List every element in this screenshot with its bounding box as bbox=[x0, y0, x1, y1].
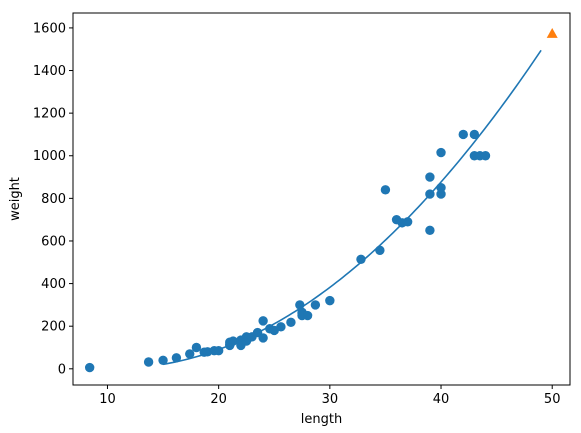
data-point bbox=[258, 316, 268, 326]
x-tick-label: 10 bbox=[99, 392, 116, 407]
plot-area bbox=[73, 13, 570, 385]
x-tick-label: 50 bbox=[544, 392, 561, 407]
axes-frame bbox=[72, 12, 571, 386]
data-point bbox=[84, 362, 95, 373]
new-data-point bbox=[546, 27, 558, 38]
axes-layer: 10 20 30 40 50 0 200 400 600 800 1000 1200 1400 1600 bbox=[33, 12, 571, 407]
y-tick-label: 0 bbox=[58, 362, 66, 377]
x-tick-label: 30 bbox=[322, 392, 339, 407]
y-tick-label: 600 bbox=[41, 234, 66, 249]
data-point bbox=[436, 147, 446, 158]
marks-layer bbox=[84, 27, 558, 373]
data-point bbox=[425, 225, 435, 236]
data-point bbox=[258, 333, 268, 343]
data-point bbox=[302, 310, 313, 321]
data-point bbox=[380, 185, 391, 195]
data-point bbox=[286, 317, 296, 328]
data-point bbox=[158, 355, 168, 365]
y-tick-label: 800 bbox=[41, 192, 66, 207]
data-point bbox=[391, 214, 402, 225]
data-point bbox=[425, 172, 435, 182]
y-axis-label: weight bbox=[8, 177, 23, 221]
data-point bbox=[480, 151, 491, 161]
data-point bbox=[375, 245, 385, 256]
y-tick-label: 1000 bbox=[33, 149, 66, 164]
data-point bbox=[143, 357, 154, 367]
data-point bbox=[458, 129, 468, 140]
data-point bbox=[469, 129, 480, 140]
data-point bbox=[171, 353, 182, 363]
data-point bbox=[325, 295, 335, 306]
data-point bbox=[191, 342, 202, 353]
x-tick-label: 20 bbox=[210, 392, 227, 407]
y-tick-label: 1400 bbox=[33, 64, 66, 79]
data-point bbox=[185, 349, 195, 359]
x-tick-label: 40 bbox=[433, 392, 450, 407]
data-point bbox=[356, 254, 366, 264]
fit-curve bbox=[162, 49, 542, 366]
data-point bbox=[436, 189, 446, 199]
y-tick-label: 200 bbox=[41, 320, 66, 335]
y-tick-label: 1600 bbox=[33, 21, 66, 36]
y-tick-label: 400 bbox=[41, 277, 66, 292]
y-tick-label: 1200 bbox=[33, 107, 66, 122]
x-axis-label: length bbox=[301, 412, 342, 427]
data-point bbox=[310, 300, 321, 310]
data-point bbox=[276, 322, 286, 332]
